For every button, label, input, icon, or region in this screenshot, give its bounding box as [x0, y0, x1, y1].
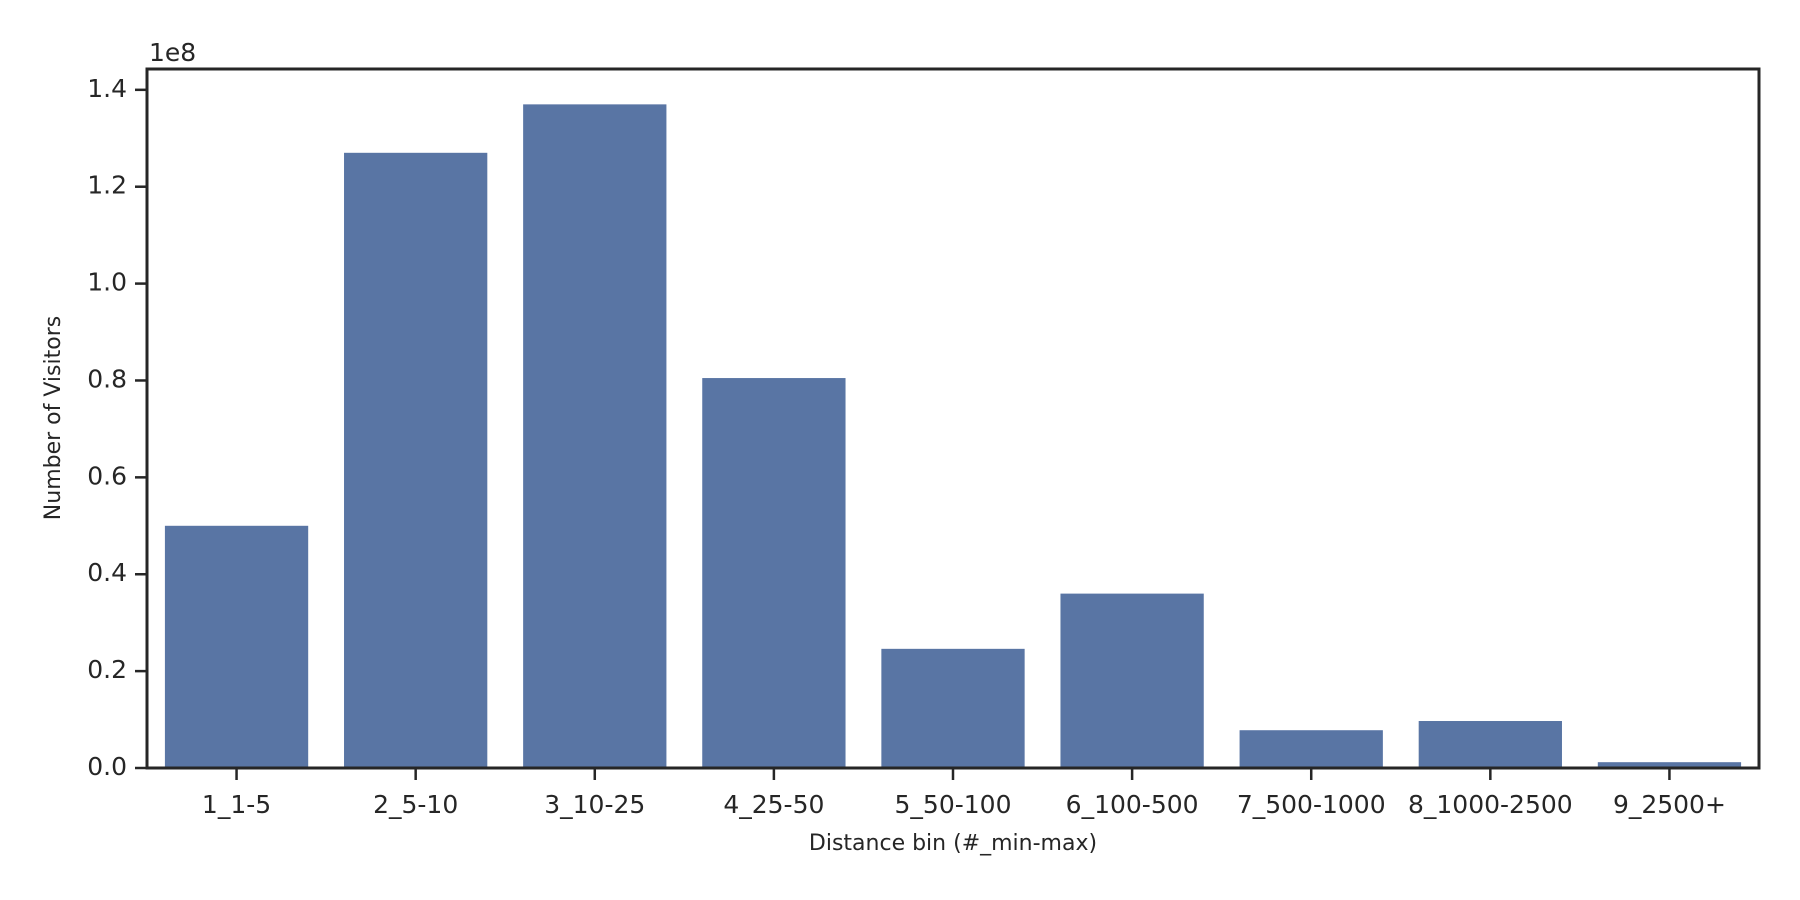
axes-frame	[145, 67, 1761, 770]
x-tick-label: 5_50-100	[895, 790, 1012, 819]
bar	[344, 152, 488, 768]
x-tick-label: 9_2500+	[1613, 790, 1726, 819]
x-tick-label: 3_10-25	[544, 790, 645, 819]
bar	[1418, 721, 1562, 768]
x-tick-label: 2_5-10	[373, 790, 458, 819]
bar	[1239, 730, 1383, 768]
bar	[1597, 762, 1742, 768]
x-axis-label: Distance bin (#_min-max)	[809, 831, 1097, 856]
y-tick-label: 0.0	[87, 752, 127, 781]
y-tick-label: 0.2	[87, 655, 127, 684]
x-tick-label: 4_25-50	[723, 790, 824, 819]
y-tick-label: 0.4	[87, 558, 127, 587]
bar	[881, 648, 1025, 768]
y-tick-label: 1.2	[87, 171, 127, 200]
x-tick-label: 6_100-500	[1066, 790, 1199, 819]
y-offset-label: 1e8	[149, 38, 196, 67]
y-tick-label: 1.0	[87, 268, 127, 297]
x-tick-label: 7_500-1000	[1237, 790, 1386, 819]
x-tick-label: 8_1000-2500	[1408, 790, 1573, 819]
x-tick-label: 1_1-5	[202, 790, 271, 819]
y-tick-label: 0.6	[87, 461, 127, 490]
bar	[523, 104, 667, 768]
y-axis-label: Number of Visitors	[41, 316, 66, 520]
y-tick-label: 0.8	[87, 364, 127, 393]
bar	[164, 525, 309, 768]
bar	[702, 378, 846, 768]
y-tick-label: 1.4	[87, 74, 127, 103]
bar	[1060, 593, 1204, 768]
